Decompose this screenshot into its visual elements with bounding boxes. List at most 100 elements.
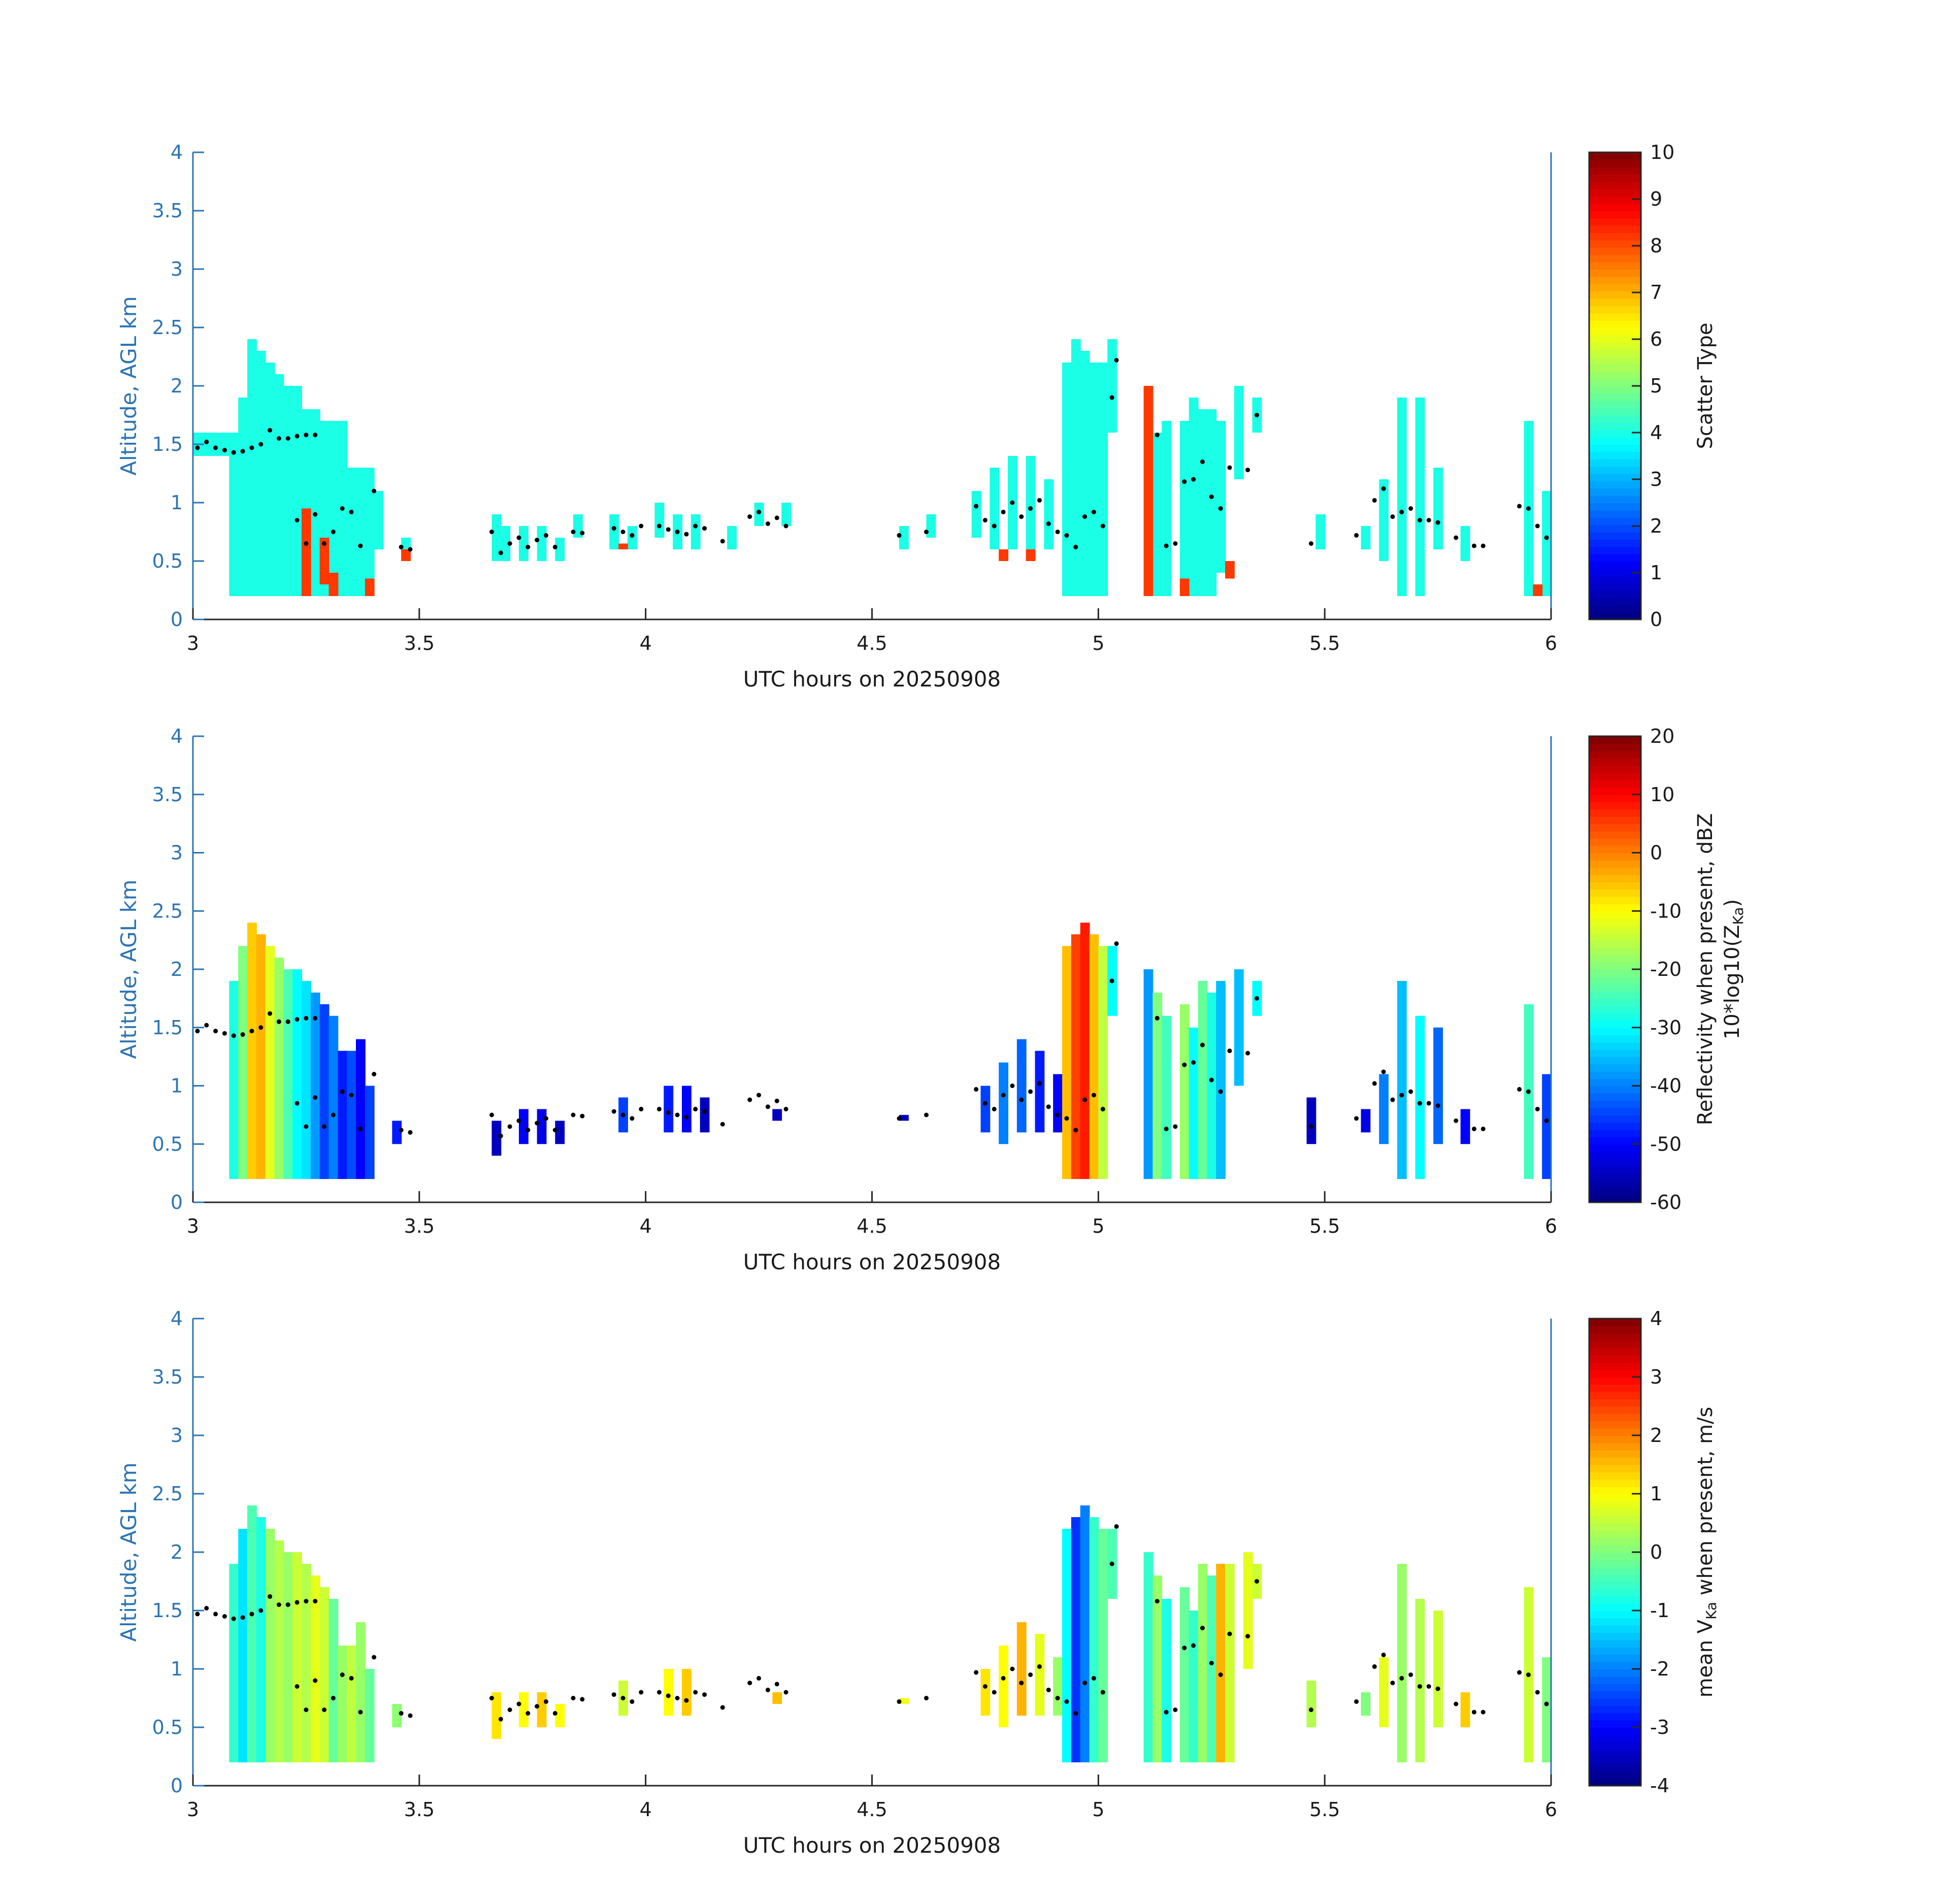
colorbar-swatch [1589, 371, 1641, 379]
colorbar-swatch [1589, 1035, 1641, 1043]
melting-layer-dot [1517, 504, 1522, 509]
melting-layer-dot [1001, 509, 1006, 514]
melting-layer-dot [693, 1106, 698, 1111]
melting-layer-dot [1227, 1631, 1232, 1636]
colorbar-swatch [1589, 1654, 1641, 1662]
heatmap-column [1143, 969, 1154, 1179]
heatmap-column [1035, 1051, 1045, 1133]
colorbar-swatch [1589, 152, 1641, 160]
melting-layer-dot [675, 1112, 680, 1118]
melting-layer-dot [1209, 1661, 1214, 1665]
colorbar-swatch [1589, 962, 1641, 970]
melting-layer-dot [1417, 1684, 1422, 1689]
x-tick-label: 3 [187, 632, 199, 654]
colorbar-swatch [1589, 1114, 1641, 1123]
melting-layer-dot [630, 1699, 635, 1704]
melting-layer-dot [1399, 1093, 1404, 1098]
heatmap-column [1179, 578, 1190, 596]
colorbar-swatch [1589, 1523, 1641, 1531]
melting-layer-dot [1408, 1672, 1413, 1677]
melting-layer-dot [1064, 1116, 1069, 1121]
melting-layer-dot [313, 433, 318, 438]
melting-layer-dot [1191, 477, 1196, 482]
melting-layer-dot [322, 1124, 327, 1129]
colorbar-swatch [1589, 1107, 1641, 1115]
colorbar-swatch [1589, 969, 1641, 977]
melting-layer-dot [372, 488, 377, 494]
melting-layer-dot [507, 1708, 512, 1712]
heatmap-column [1089, 363, 1099, 596]
y-tick-label: 0.5 [152, 1716, 183, 1738]
colorbar-swatch [1589, 1362, 1641, 1370]
colorbar-tick-label: 4 [1650, 421, 1662, 444]
heatmap-column [356, 1622, 366, 1762]
colorbar-swatch [1589, 1632, 1641, 1640]
heatmap-column [1026, 549, 1036, 561]
colorbar-swatch [1589, 203, 1641, 211]
melting-layer-dot [1245, 1634, 1250, 1639]
melting-layer-dot [304, 1708, 309, 1712]
y-tick-label: 2 [171, 375, 183, 397]
x-tick-label: 3.5 [404, 1215, 435, 1237]
y-axis-label: Altitude, AGL km [116, 879, 141, 1059]
melting-layer-dot [571, 530, 576, 534]
melting-layer-dot [294, 1017, 300, 1022]
colorbar-swatch [1589, 386, 1641, 394]
melting-layer-dot [331, 1112, 336, 1118]
melting-layer-dot [1055, 1696, 1060, 1700]
colorbar-swatch [1589, 575, 1641, 584]
colorbar-swatch [1589, 1093, 1641, 1101]
melting-layer-dot [992, 1106, 997, 1111]
colorbar-swatch [1589, 1377, 1641, 1385]
colorbar-swatch [1589, 947, 1641, 956]
melting-layer-dot [1082, 1681, 1088, 1686]
colorbar-swatch [1589, 196, 1641, 204]
heatmap-column [1179, 1004, 1190, 1179]
melting-layer-dot [408, 1713, 413, 1718]
melting-layer-dot [213, 1029, 218, 1034]
melting-layer-dot [1091, 1676, 1096, 1681]
melting-layer-dot [1544, 535, 1549, 540]
melting-layer-dot [1417, 1101, 1422, 1106]
melting-layer-dot [1055, 530, 1060, 534]
melting-layer-dot [544, 1116, 548, 1121]
colorbar-swatch [1589, 1166, 1641, 1174]
y-tick-label: 2.5 [152, 900, 183, 922]
melting-layer-dot [1426, 1101, 1431, 1106]
colorbar-tick-label: -30 [1650, 1016, 1682, 1039]
melting-layer-dot [1100, 1690, 1105, 1695]
colorbar-tick-label: -10 [1650, 900, 1682, 922]
melting-layer-dot [1182, 479, 1187, 484]
colorbar-tick-label: 1 [1650, 1483, 1662, 1505]
heatmap-column [1053, 1657, 1063, 1716]
melting-layer-dot [1435, 1103, 1440, 1108]
melting-layer-dot [693, 1690, 698, 1695]
melting-layer-dot [1218, 1672, 1223, 1677]
colorbar-scatter-type: 0 1 2 3 4 5 6 7 8 9 10 [1588, 141, 1674, 631]
y-tick-label: 1 [171, 491, 183, 514]
melting-layer-dot [1480, 1710, 1486, 1715]
melting-layer-dot [756, 1676, 762, 1681]
colorbar-swatch [1589, 1771, 1641, 1779]
y-tick-label: 0 [171, 1191, 183, 1213]
melting-layer-dot [1001, 1676, 1006, 1681]
heatmap-column [899, 526, 909, 549]
melting-layer-dot [1417, 518, 1422, 522]
heatmap-column [283, 386, 293, 596]
melting-layer-dot [516, 535, 521, 540]
colorbar-swatch [1589, 1005, 1641, 1014]
melting-layer-dot [1046, 521, 1051, 526]
melting-layer-dot [313, 1678, 318, 1683]
heatmap-column [1198, 980, 1208, 1179]
melting-layer-dot [268, 1594, 273, 1599]
colorbar-swatch [1589, 430, 1641, 438]
colorbar-tick-label: -60 [1650, 1191, 1682, 1213]
x-tick-label: 6 [1545, 1798, 1557, 1821]
colorbar-swatch [1589, 1618, 1641, 1626]
heatmap-column [1153, 992, 1163, 1179]
colorbar-swatch [1589, 1581, 1641, 1589]
colorbar-swatch [1589, 378, 1641, 386]
colorbar-swatch [1589, 408, 1641, 416]
melting-layer-dot [1019, 1097, 1024, 1102]
x-tick-label: 5.5 [1309, 1215, 1340, 1237]
